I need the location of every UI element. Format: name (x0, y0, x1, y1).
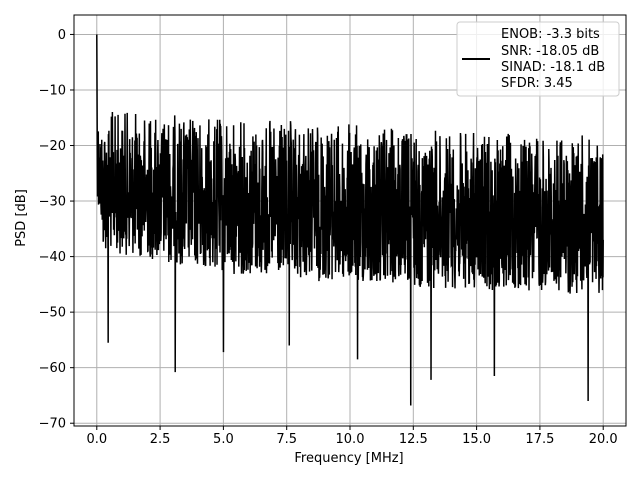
legend-entry-sinad: SINAD: -18.1 dB (501, 60, 605, 75)
legend-entry-snr: SNR: -18.05 dB (501, 44, 599, 59)
y-tick-label: −40 (39, 250, 66, 265)
y-tick-label: −50 (39, 306, 66, 321)
y-tick-label: −30 (39, 195, 66, 210)
trace-layer (96, 34, 604, 406)
y-axis-label: PSD [dB] (14, 189, 29, 247)
y-tick-label: 0 (58, 28, 66, 43)
x-axis-label: Frequency [MHz] (294, 451, 403, 466)
x-tick-label: 10.0 (336, 432, 365, 447)
y-tick-label: −10 (39, 83, 66, 98)
legend-entry-enob: ENOB: -3.3 bits (501, 27, 600, 42)
x-tick-label: 5.0 (213, 432, 234, 447)
x-tick-label: 7.5 (276, 432, 297, 447)
y-tick-label: −70 (39, 417, 66, 432)
x-tick-label: 2.5 (150, 432, 171, 447)
psd-trace (96, 34, 604, 406)
x-tick-label: 15.0 (462, 432, 491, 447)
x-tick-label: 0.0 (86, 432, 107, 447)
y-tick-label: −60 (39, 361, 66, 376)
y-tick-label: −20 (39, 139, 66, 154)
legend-entry-sfdr: SFDR: 3.45 (501, 76, 573, 91)
legend: ENOB: -3.3 bits SNR: -18.05 dB SINAD: -1… (456, 21, 620, 97)
axes-layer: 0.0 2.5 5.0 7.5 10.0 12.5 15.0 17.5 20.0 0 −10 −20 −… (39, 14, 627, 447)
legend-frame (456, 21, 620, 97)
x-tick-label: 12.5 (399, 432, 428, 447)
x-tick-label: 17.5 (525, 432, 554, 447)
x-tick-label: 20.0 (589, 432, 618, 447)
